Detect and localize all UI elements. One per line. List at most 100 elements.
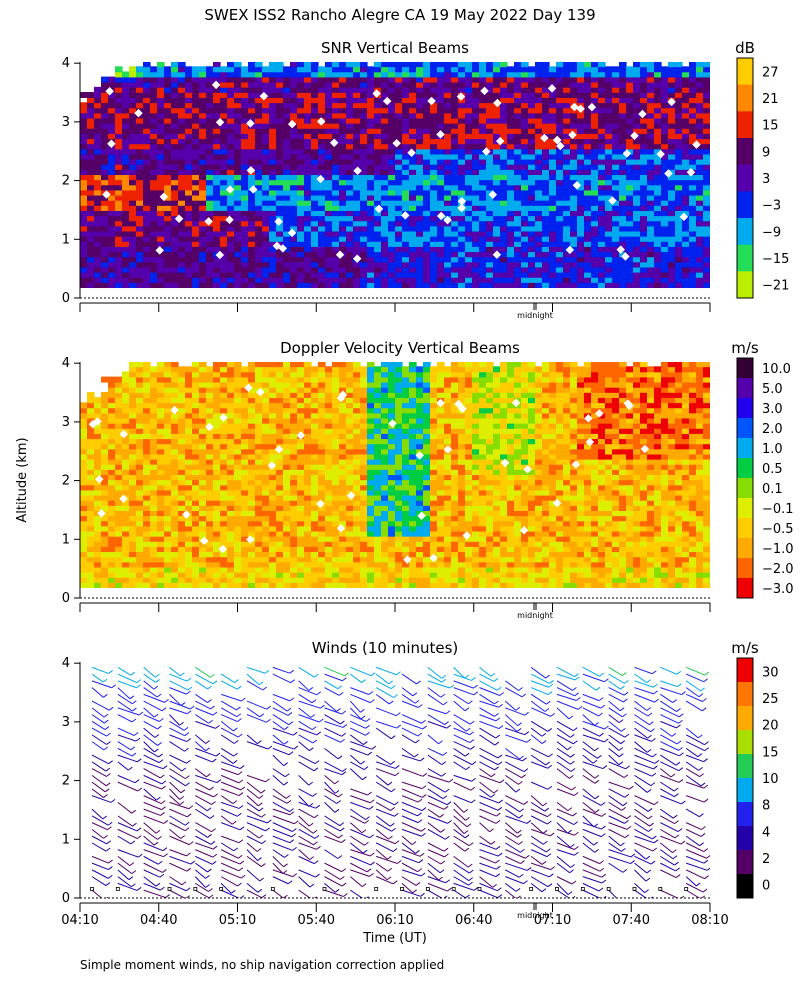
heatmap-cell [136, 494, 144, 501]
heatmap-cell [262, 194, 270, 201]
heatmap-cell [437, 143, 445, 150]
heatmap-cell [423, 102, 431, 109]
heatmap-cell [220, 220, 228, 227]
heatmap-cell [479, 127, 487, 134]
heatmap-cell [192, 97, 200, 104]
heatmap-cell [598, 282, 606, 289]
heatmap-cell [248, 138, 256, 145]
heatmap-cell [150, 81, 158, 88]
heatmap-cell [178, 520, 186, 527]
heatmap-cell [626, 117, 634, 124]
heatmap-cell [451, 158, 459, 165]
heatmap-cell [206, 174, 214, 181]
heatmap-cell [367, 174, 375, 181]
heatmap-cell [143, 402, 151, 409]
heatmap-cell [381, 230, 389, 237]
heatmap-cell [591, 127, 599, 134]
heatmap-cell [136, 576, 144, 583]
heatmap-cell [234, 448, 242, 455]
heatmap-cell [577, 127, 585, 134]
heatmap-cell [136, 148, 144, 155]
missing-data-gap [287, 119, 297, 129]
heatmap-cell [675, 76, 683, 83]
heatmap-cell [297, 127, 305, 134]
heatmap-cell [178, 143, 186, 150]
heatmap-cell [437, 92, 445, 98]
heatmap-cell [164, 505, 172, 511]
heatmap-cell [619, 251, 627, 258]
heatmap-cell [220, 362, 228, 368]
heatmap-cell [521, 205, 529, 211]
heatmap-cell [122, 407, 130, 414]
heatmap-cell [164, 230, 172, 237]
heatmap-cell [514, 194, 522, 201]
heatmap-cell [332, 86, 340, 93]
heatmap-cell [668, 122, 676, 129]
heatmap-cell [675, 215, 683, 222]
heatmap-cell [94, 438, 102, 445]
heatmap-cell [269, 220, 277, 227]
heatmap-cell [437, 62, 445, 68]
heatmap-cell [479, 158, 487, 165]
heatmap-cell [80, 448, 88, 455]
heatmap-cell [87, 525, 95, 532]
heatmap-cell [136, 371, 144, 378]
heatmap-cell [311, 76, 319, 83]
heatmap-cell [115, 443, 123, 450]
heatmap-cell [626, 189, 634, 196]
heatmap-cell [409, 261, 417, 268]
heatmap-cell [626, 66, 634, 73]
heatmap-cell [185, 266, 193, 273]
heatmap-cell [234, 433, 242, 440]
heatmap-cell [108, 566, 116, 573]
heatmap-cell [101, 112, 109, 119]
heatmap-cell [346, 266, 354, 273]
heatmap-cell [143, 463, 151, 470]
heatmap-cell [185, 76, 193, 83]
heatmap-cell [703, 215, 710, 222]
heatmap-cell [612, 235, 620, 242]
heatmap-cell [325, 153, 333, 160]
heatmap-cell [332, 163, 340, 170]
heatmap-cell [682, 199, 690, 206]
heatmap-cell [339, 210, 347, 217]
heatmap-cell [689, 163, 697, 170]
heatmap-cell [220, 282, 228, 289]
heatmap-cell [283, 240, 291, 247]
heatmap-cell [696, 240, 704, 247]
heatmap-cell [521, 179, 529, 186]
heatmap-cell [339, 86, 347, 93]
heatmap-cell [122, 143, 130, 150]
heatmap-cell [332, 76, 340, 83]
heatmap-cell [542, 266, 550, 273]
heatmap-cell [556, 97, 564, 104]
heatmap-cell [605, 138, 613, 145]
heatmap-cell [514, 240, 522, 247]
heatmap-cell [115, 484, 123, 491]
heatmap-cell [633, 92, 641, 98]
heatmap-cell [297, 282, 305, 289]
heatmap-cell [325, 276, 333, 283]
heatmap-cell [199, 371, 207, 378]
heatmap-cell [563, 66, 571, 73]
heatmap-cell [297, 266, 305, 273]
heatmap-cell [192, 469, 200, 476]
heatmap-cell [402, 256, 410, 263]
heatmap-cell [528, 271, 536, 278]
heatmap-cell [87, 463, 95, 470]
heatmap-cell [360, 199, 368, 206]
heatmap-cell [598, 66, 606, 73]
heatmap-cell [262, 76, 270, 83]
heatmap-cell [675, 240, 683, 247]
heatmap-cell [689, 158, 697, 165]
heatmap-cell [178, 251, 186, 258]
heatmap-cell [577, 143, 585, 150]
heatmap-cell [199, 530, 207, 537]
heatmap-cell [619, 62, 627, 68]
heatmap-cell [283, 112, 291, 119]
heatmap-cell [402, 230, 410, 237]
colorbar-swatch [737, 58, 753, 86]
heatmap-cell [206, 576, 214, 583]
heatmap-cell [241, 261, 249, 268]
heatmap-cell [80, 489, 88, 496]
